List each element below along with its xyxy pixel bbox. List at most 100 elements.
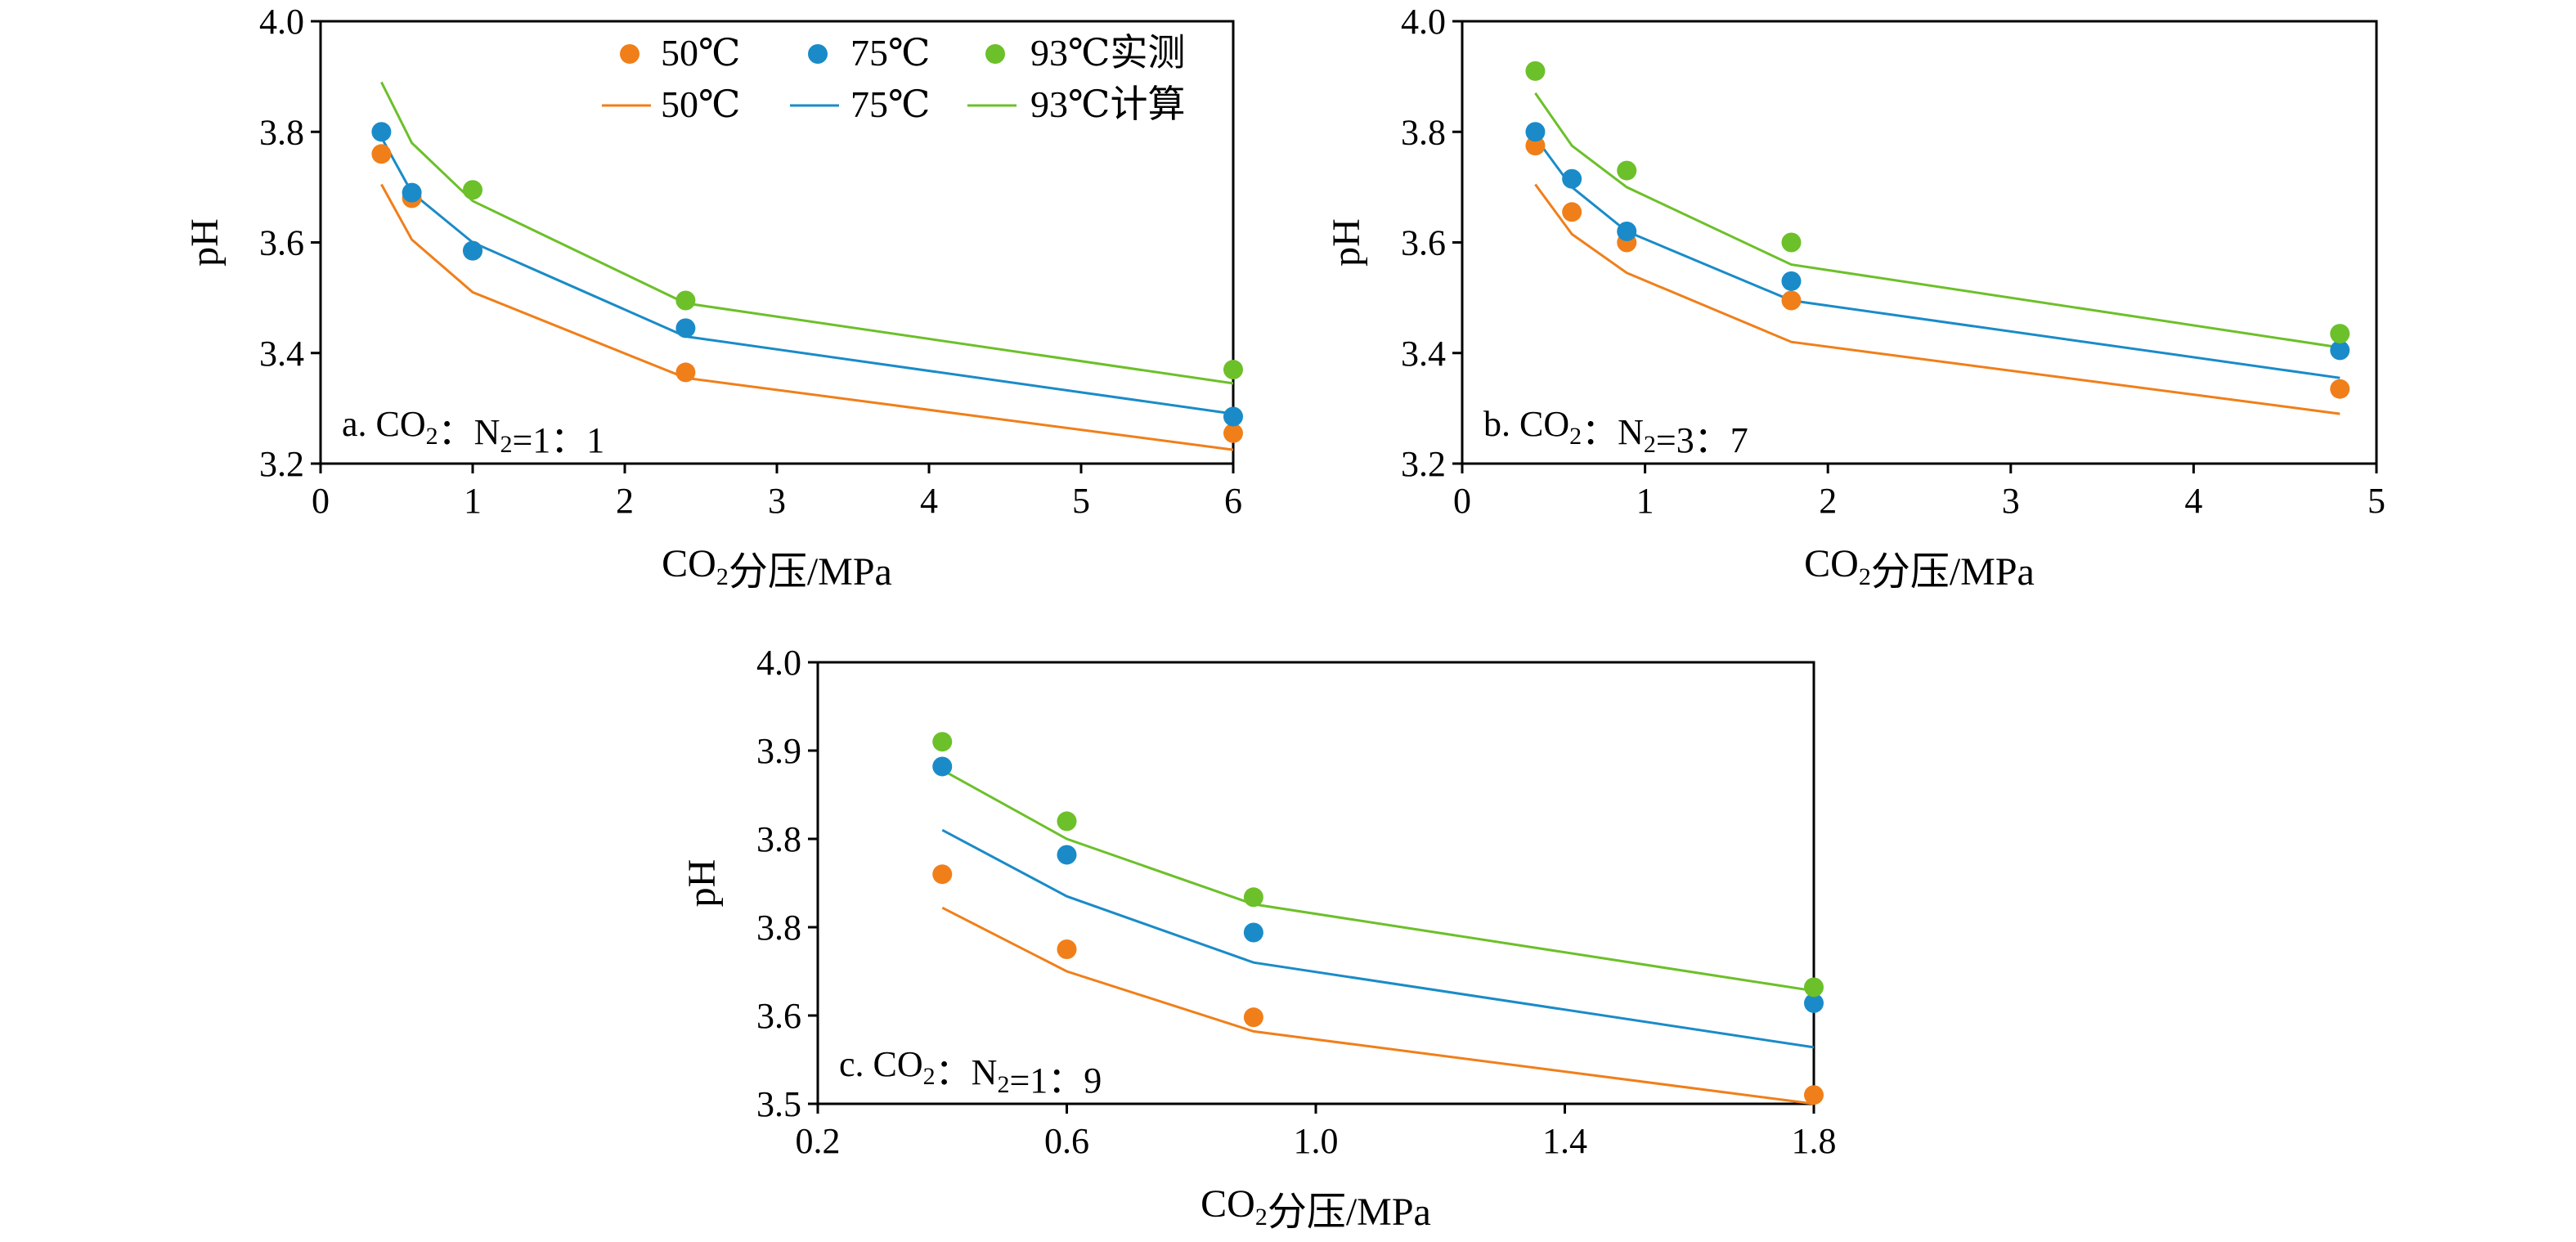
measured-point <box>675 362 696 383</box>
calc-line-4 <box>1534 137 2340 379</box>
legend-label: 93℃实测 <box>1030 32 1185 74</box>
measured-point <box>1057 811 1077 832</box>
legend-marker <box>808 44 828 64</box>
y-tick-label: 3.8 <box>259 112 304 152</box>
x-tick-label: 1 <box>1636 481 1654 521</box>
measured-point <box>1223 360 1243 380</box>
y-tick-label: 4.0 <box>756 643 801 683</box>
measured-point <box>1243 1007 1263 1028</box>
x-tick-label: 4 <box>2184 481 2202 521</box>
x-tick-label: 0 <box>312 481 330 521</box>
x-tick-label: 3 <box>768 481 786 521</box>
y-tick-label: 3.8 <box>756 819 801 859</box>
y-tick-label: 3.9 <box>756 731 801 771</box>
x-tick-label: 1.4 <box>1542 1121 1587 1161</box>
measured-point <box>2330 379 2350 399</box>
measured-point <box>1525 136 1546 156</box>
calc-line-4 <box>380 137 1234 415</box>
measured-point <box>932 732 953 752</box>
y-axis-title: pH <box>1325 218 1368 267</box>
x-tick-label: 2 <box>1819 481 1837 521</box>
x-tick-label: 0.2 <box>796 1121 841 1161</box>
calc-line-4 <box>941 828 1815 1049</box>
measured-point <box>2330 324 2350 344</box>
y-axis-title: pH <box>680 859 724 908</box>
measured-point <box>463 240 482 261</box>
panel-label: c. CO2：N2=1：9 <box>839 1044 1102 1101</box>
y-tick-label: 3.8 <box>756 908 801 948</box>
chart-panel-3: 0.2 0.6 1.0 1.4 1.8 3.5 3.6 3.8 3.8 3.9 4.0 CO2分压/M… <box>680 643 1837 1234</box>
y-tick-label: 3.2 <box>1401 444 1446 484</box>
x-tick-label: 5 <box>2367 481 2385 521</box>
calc-line-5 <box>380 81 1234 385</box>
x-axis-title: CO2分压/MPa <box>662 542 892 594</box>
measured-point <box>371 144 392 164</box>
x-tick-label: 1 <box>464 481 482 521</box>
x-tick-label: 3 <box>2002 481 2020 521</box>
measured-point <box>463 180 482 200</box>
measured-point <box>1243 887 1263 908</box>
legend-label: 50℃ <box>661 83 740 125</box>
measured-point <box>1781 290 1802 311</box>
measured-point <box>1223 406 1243 427</box>
y-tick-label: 4.0 <box>259 2 304 42</box>
measured-point <box>675 290 696 311</box>
legend-label: 93℃计算 <box>1030 83 1185 125</box>
calc-line-3 <box>1534 183 2340 415</box>
y-tick-label: 3.6 <box>259 223 304 263</box>
x-tick-label: 1.0 <box>1294 1121 1339 1161</box>
measured-point <box>1781 271 1802 291</box>
calc-line-3 <box>941 906 1815 1105</box>
measured-point <box>1617 221 1637 241</box>
legend-label: 75℃ <box>850 83 930 125</box>
legend-marker <box>620 44 640 64</box>
legend: 50℃ 75℃ 93℃实测 50℃ 75℃ 93℃计算 <box>602 32 1185 125</box>
measured-point <box>1804 977 1824 998</box>
measured-point <box>1057 939 1077 959</box>
x-axis-title: CO2分压/MPa <box>1200 1182 1431 1234</box>
measured-point <box>1781 232 1802 253</box>
measured-point <box>1804 1085 1824 1105</box>
plot-frame <box>1461 20 2378 465</box>
x-tick-label: 6 <box>1224 481 1242 521</box>
measured-point <box>1057 845 1077 865</box>
measured-point <box>1617 160 1637 181</box>
y-axis-title: pH <box>183 218 227 267</box>
legend-label: 50℃ <box>661 32 740 74</box>
measured-point <box>1562 202 1582 222</box>
legend-marker <box>985 44 1005 64</box>
measured-point <box>402 182 422 203</box>
calc-line-5 <box>941 769 1815 993</box>
legend-label: 75℃ <box>850 32 930 74</box>
x-tick-label: 5 <box>1072 481 1090 521</box>
y-tick-label: 3.6 <box>1401 223 1446 263</box>
y-tick-label: 3.6 <box>756 996 801 1036</box>
y-tick-label: 3.4 <box>1401 334 1446 374</box>
measured-point <box>675 318 696 339</box>
y-tick-label: 4.0 <box>1401 2 1446 42</box>
measured-point <box>932 864 953 885</box>
plot-frame <box>816 661 1815 1105</box>
x-tick-label: 4 <box>920 481 938 521</box>
measured-point <box>371 122 392 142</box>
measured-point <box>1223 423 1243 443</box>
panel-label: b. CO2：N2=3：7 <box>1483 404 1748 460</box>
measured-point <box>1243 922 1263 943</box>
chart-panel-2: 0 1 2 3 4 5 3.2 3.4 3.6 3.8 4.0 CO2分压/MPa pH b. CO2：N… <box>1325 2 2385 594</box>
measured-point <box>2330 340 2350 361</box>
measured-point <box>1562 168 1582 189</box>
calc-line-5 <box>1534 92 2340 349</box>
y-tick-label: 3.2 <box>259 444 304 484</box>
measured-point <box>1525 61 1546 81</box>
y-tick-label: 3.4 <box>259 334 304 374</box>
y-tick-label: 3.8 <box>1401 112 1446 152</box>
chart-panel-1: 0 1 2 3 4 5 6 3.2 3.4 3.6 3.8 4.0 CO2分压/MPa pH a. CO2：… <box>183 2 1243 594</box>
measured-point <box>932 756 953 777</box>
x-axis-title: CO2分压/MPa <box>1804 542 2035 594</box>
panel-label: a. CO2：N2=1：1 <box>342 404 604 460</box>
measured-point <box>1804 993 1824 1013</box>
y-tick-label: 3.5 <box>756 1084 801 1124</box>
x-tick-label: 1.8 <box>1792 1121 1837 1161</box>
x-tick-label: 2 <box>616 481 634 521</box>
